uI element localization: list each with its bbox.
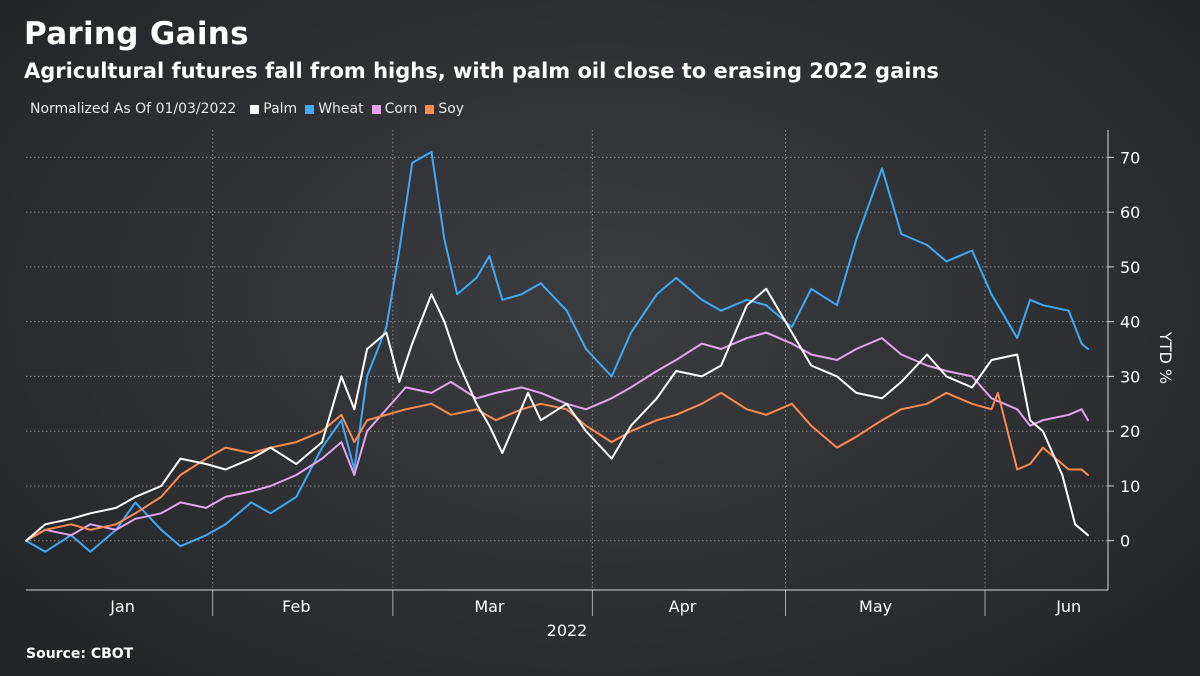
series-line-corn [25,331,1089,542]
series-line-soy [25,391,1089,542]
legend-item-wheat: Wheat [305,101,364,117]
y-tick-label: 0 [1120,532,1130,551]
x-tick-label: Jan [109,597,135,616]
series-line-palm [25,287,1089,542]
source-note: Source: CBOT [26,646,134,662]
legend-label-corn: Corn [384,101,418,117]
legend-swatch-corn [371,104,381,114]
legend-swatch-palm [250,104,260,114]
normalization-note: Normalized As Of 01/03/2022 [30,101,237,117]
chart-subtitle: Agricultural futures fall from highs, wi… [24,59,939,83]
axis-layer: 0 10 20 30 40 50 60 70 Jan Feb Mar Apr May Jun 2022 YTD… [26,130,1175,640]
series-line-wheat [25,150,1089,553]
legend-item-palm: Palm [250,101,297,117]
legend-label-wheat: Wheat [318,101,364,117]
legend-item-soy: Soy [425,101,464,117]
y-axis-label: YTD % [1156,331,1175,384]
x-tick-label: Apr [669,597,697,616]
legend-label-palm: Palm [263,101,298,117]
y-tick-label: 60 [1120,203,1140,222]
series-layer [25,150,1089,553]
x-tick-label: Feb [282,597,310,616]
legend-swatch-soy [425,104,435,114]
y-tick-label: 70 [1120,148,1140,167]
legend-item-corn: Corn [371,101,418,117]
x-tick-label: Jun [1055,597,1081,616]
chart-title: Paring Gains [24,16,249,52]
grid-layer [26,130,1108,590]
x-axis-label: 2022 [547,621,588,640]
legend: Normalized As Of 01/03/2022 Palm Wheat C… [30,101,472,117]
x-tick-label: May [859,597,892,616]
x-tick-label: Mar [474,597,505,616]
y-tick-label: 50 [1120,258,1140,277]
y-tick-label: 20 [1120,422,1140,441]
y-tick-label: 10 [1120,477,1140,496]
y-tick-label: 30 [1120,367,1140,386]
y-tick-label: 40 [1120,313,1140,332]
legend-label-soy: Soy [438,101,465,117]
legend-swatch-wheat [305,104,315,114]
